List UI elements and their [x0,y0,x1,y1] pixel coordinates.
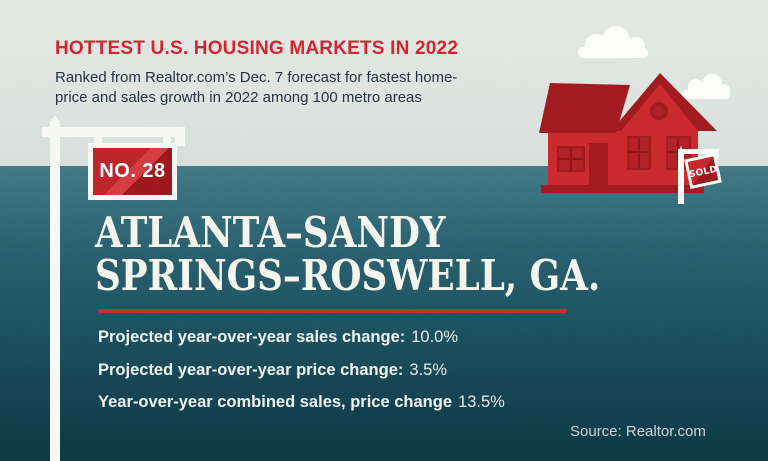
cloud-icon [578,26,648,58]
title-underline [98,309,567,313]
rank-badge-label: NO. 28 [99,160,166,182]
stat-row-combined-change: Year-over-year combined sales, price cha… [98,394,505,411]
rank-badge-plate: NO. 28 [93,148,172,195]
signpost-pole [50,115,60,461]
stats-list: Projected year-over-year sales change: 10… [98,329,505,411]
signpost-arm [42,127,185,137]
sold-sign: SOLD [678,146,722,204]
stat-row-sales-change: Projected year-over-year sales change: 10… [98,329,505,346]
stat-label: Projected year-over-year sales change: [98,328,406,346]
stat-value: 13.5% [458,393,505,411]
market-name-line-1: ATLANTA–SANDY [95,208,446,257]
stat-value: 3.5% [409,360,447,379]
sea-background [0,166,768,461]
subtitle-line-1: Ranked from Realtor.com’s Dec. 7 forecas… [55,69,458,86]
badge-hanger [163,136,171,146]
page-title: HOTTEST U.S. HOUSING MARKETS IN 2022 [55,38,459,59]
rank-badge: NO. 28 [88,143,177,200]
market-name: ATLANTA–SANDY SPRINGS–ROSWELL, GA. [95,211,600,298]
source-credit: Source: Realtor.com [570,423,706,440]
badge-hanger [94,136,102,146]
page-subtitle: Ranked from Realtor.com’s Dec. 7 forecas… [55,68,458,108]
house-illustration: SOLD [539,26,730,204]
subtitle-line-2: price and sales growth in 2022 among 100… [55,88,422,106]
stat-value: 10.0% [411,328,459,346]
stat-row-price-change: Projected year-over-year price change: 3.… [98,360,505,379]
header: HOTTEST U.S. HOUSING MARKETS IN 2022 Ran… [55,38,458,108]
cloud-icon [682,74,730,99]
house-icon [539,73,717,193]
stat-label: Projected year-over-year price change: [98,360,404,379]
stat-label: Year-over-year combined sales, price cha… [98,393,453,411]
signpost-arm-cap [175,127,185,146]
market-name-line-2: SPRINGS–ROSWELL, GA. [95,251,601,301]
